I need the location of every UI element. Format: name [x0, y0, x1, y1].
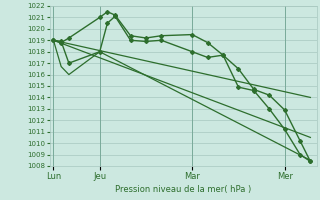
X-axis label: Pression niveau de la mer( hPa ): Pression niveau de la mer( hPa )	[115, 185, 251, 194]
